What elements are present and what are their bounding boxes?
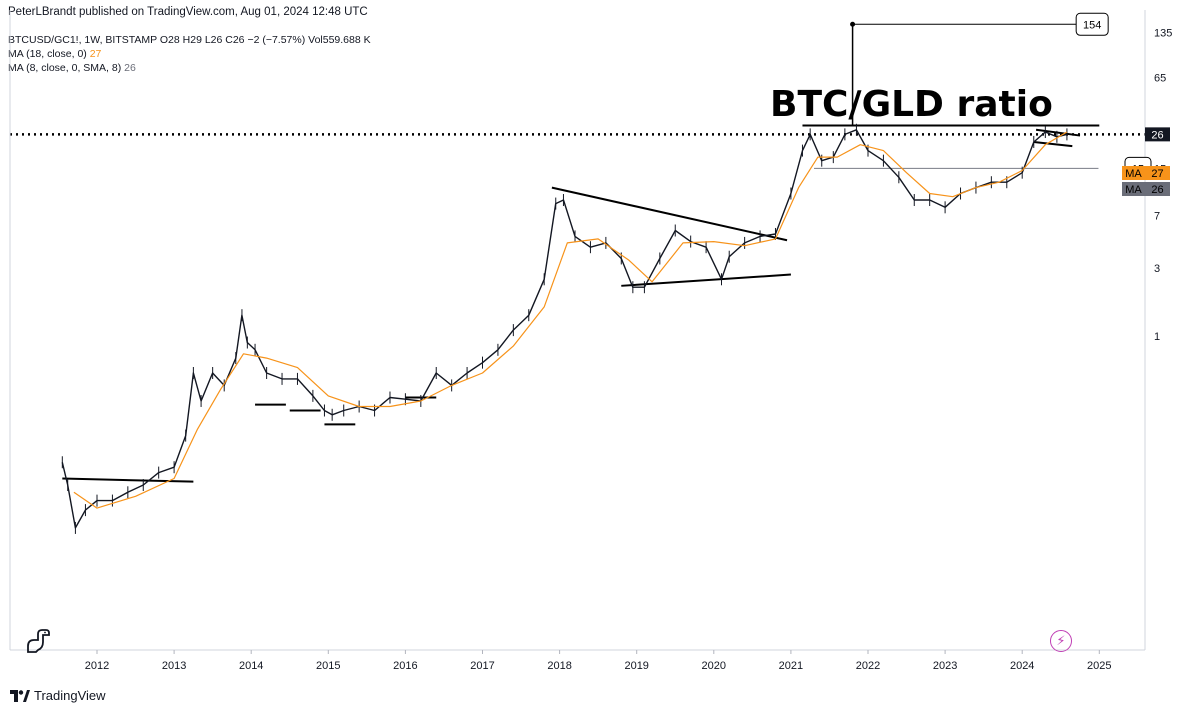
y-tick-label: 3 — [1154, 263, 1160, 275]
trendline — [1033, 140, 1073, 148]
price-tag-value-bg — [1145, 127, 1170, 142]
ma8-label: MA (8, close, 0, SMA, 8) — [8, 62, 122, 74]
footer: TradingView — [10, 688, 106, 703]
x-tick-label: 2013 — [162, 660, 186, 672]
label-154-box — [1075, 12, 1109, 36]
callout-dot — [850, 21, 856, 27]
x-tick-label: 2022 — [856, 660, 880, 672]
label-154: 154 — [1083, 19, 1101, 31]
ma18-tag-value: 27 — [1151, 168, 1163, 180]
ma18-tag-name-bg — [1122, 166, 1145, 180]
y-tick-label: 65 — [1154, 73, 1166, 85]
ma8-tag-value-bg — [1145, 182, 1170, 196]
publisher-text: PeterLBrandt published on TradingView.co… — [8, 6, 368, 18]
tradingview-logo-icon — [10, 689, 30, 702]
trendline — [551, 186, 788, 242]
ma8-value: 26 — [124, 62, 136, 74]
x-tick-label: 2021 — [779, 660, 803, 672]
x-tick-label: 2018 — [547, 660, 571, 672]
x-tick-label: 2019 — [624, 660, 648, 672]
ma8-legend[interactable]: MA (8, close, 0, SMA, 8) 26 — [8, 61, 371, 75]
x-tick-label: 2014 — [239, 660, 263, 672]
y-tick-label: 135 — [1154, 27, 1172, 39]
trendline — [62, 477, 194, 483]
footer-brand: TradingView — [34, 688, 106, 703]
x-tick-label: 2012 — [85, 660, 109, 672]
lightning-icon[interactable]: ⚡ — [1050, 630, 1072, 652]
trendline — [621, 273, 791, 287]
x-tick-label: 2025 — [1087, 660, 1111, 672]
symbol-line[interactable]: BTCUSD/GC1!, 1W, BITSTAMP O28 H29 L26 C2… — [8, 34, 371, 46]
x-tick-label: 2015 — [316, 660, 340, 672]
ma18-tag-value-bg — [1145, 166, 1170, 180]
ma8-tag-name-bg — [1122, 182, 1145, 196]
x-tick-label: 2020 — [702, 660, 726, 672]
ma18-tag-name: MA — [1125, 168, 1142, 180]
x-tick-label: 2023 — [933, 660, 957, 672]
dino-icon[interactable] — [24, 628, 52, 654]
ma18-label: MA (18, close, 0) — [8, 48, 87, 60]
x-tick-label: 2016 — [393, 660, 417, 672]
ma18-value: 27 — [89, 48, 102, 60]
ma18-series-line — [73, 131, 1068, 509]
x-tick-label: 2024 — [1010, 660, 1034, 672]
ma18-legend[interactable]: MA (18, close, 0) 27 — [8, 47, 371, 61]
y-tick-label: 1 — [1154, 331, 1160, 343]
price-tag-value: 26 — [1151, 129, 1163, 141]
legend: BTCUSD/GC1!, 1W, BITSTAMP O28 H29 L26 C2… — [8, 33, 371, 75]
ma8-tag-name: MA — [1125, 184, 1142, 196]
chart-title: BTC/GLD ratio — [770, 84, 1053, 125]
y-tick-label: 7 — [1154, 211, 1160, 223]
ma8-tag-value: 26 — [1151, 184, 1163, 196]
publisher-header: PeterLBrandt published on TradingView.co… — [8, 6, 368, 18]
price-series-line — [61, 129, 1068, 529]
x-tick-label: 2017 — [470, 660, 494, 672]
